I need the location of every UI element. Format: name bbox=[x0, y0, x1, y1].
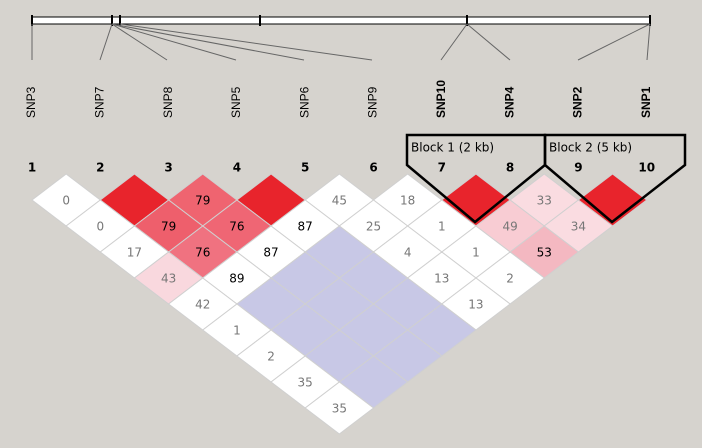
ld-value: 13 bbox=[468, 298, 483, 312]
snp-name: SNP9 bbox=[366, 86, 380, 118]
ld-value: 0 bbox=[96, 220, 104, 234]
ld-cell bbox=[304, 381, 375, 435]
ld-value: 35 bbox=[332, 402, 347, 416]
map-bar bbox=[31, 16, 651, 25]
block-outline bbox=[405, 133, 547, 224]
ld-value: 17 bbox=[127, 246, 142, 260]
snp-index: 4 bbox=[233, 161, 241, 175]
physical-map bbox=[31, 15, 651, 61]
snp-name: SNP4 bbox=[502, 86, 516, 118]
ld-value: 79 bbox=[161, 220, 176, 234]
ld-value: 33 bbox=[537, 194, 552, 208]
ld-value: 35 bbox=[298, 376, 313, 390]
block-outline bbox=[543, 133, 687, 224]
block-label: Block 2 (5 kb) bbox=[549, 141, 632, 155]
snp-index: 3 bbox=[164, 161, 172, 175]
ld-cells: 0 79 45 18 33 0 79 76 87 25 1 49 34 17 76 87 4 1 53 43 89 13 2… bbox=[31, 173, 648, 435]
block-label: Block 1 (2 kb) bbox=[411, 141, 494, 155]
snp-name: SNP8 bbox=[161, 86, 175, 118]
ld-value: 4 bbox=[404, 246, 412, 260]
ld-value: 18 bbox=[400, 194, 415, 208]
ld-value: 79 bbox=[195, 194, 210, 208]
snp-name: SNP5 bbox=[229, 86, 243, 118]
ld-value: 2 bbox=[506, 272, 514, 286]
ld-value: 1 bbox=[438, 220, 446, 234]
ld-value: 43 bbox=[161, 272, 176, 286]
snp-name: SNP3 bbox=[24, 86, 38, 118]
map-connectors bbox=[31, 23, 651, 61]
ld-value: 76 bbox=[229, 220, 244, 234]
snp-index: 7 bbox=[438, 161, 446, 175]
snp-name: SNP2 bbox=[571, 86, 585, 118]
ld-value: 1 bbox=[472, 246, 480, 260]
snp-index: 5 bbox=[301, 161, 309, 175]
snp-index: 8 bbox=[506, 161, 514, 175]
ld-value: 87 bbox=[298, 220, 313, 234]
snp-name: SNP6 bbox=[297, 86, 311, 118]
snp-index: 2 bbox=[96, 161, 104, 175]
ld-value: 13 bbox=[434, 272, 449, 286]
block-outlines bbox=[405, 133, 687, 224]
ld-value: 53 bbox=[537, 246, 552, 260]
snp-index: 6 bbox=[369, 161, 377, 175]
ld-value: 76 bbox=[195, 246, 210, 260]
ld-value: 42 bbox=[195, 298, 210, 312]
ld-value: 0 bbox=[62, 194, 70, 208]
ld-value: 1 bbox=[233, 324, 241, 338]
ld-value: 25 bbox=[366, 220, 381, 234]
ld-value: 87 bbox=[263, 246, 278, 260]
ld-value: 34 bbox=[571, 220, 586, 234]
ld-value: 2 bbox=[267, 350, 275, 364]
snp-index: 9 bbox=[574, 161, 582, 175]
snp-name: SNP7 bbox=[92, 86, 106, 118]
ld-value: 49 bbox=[502, 220, 517, 234]
snp-index: 10 bbox=[638, 161, 655, 175]
ld-value: 45 bbox=[332, 194, 347, 208]
snp-name: SNP1 bbox=[639, 86, 653, 118]
snp-name: SNP10 bbox=[434, 80, 448, 118]
ld-value: 89 bbox=[229, 272, 244, 286]
snp-index: 1 bbox=[28, 161, 36, 175]
